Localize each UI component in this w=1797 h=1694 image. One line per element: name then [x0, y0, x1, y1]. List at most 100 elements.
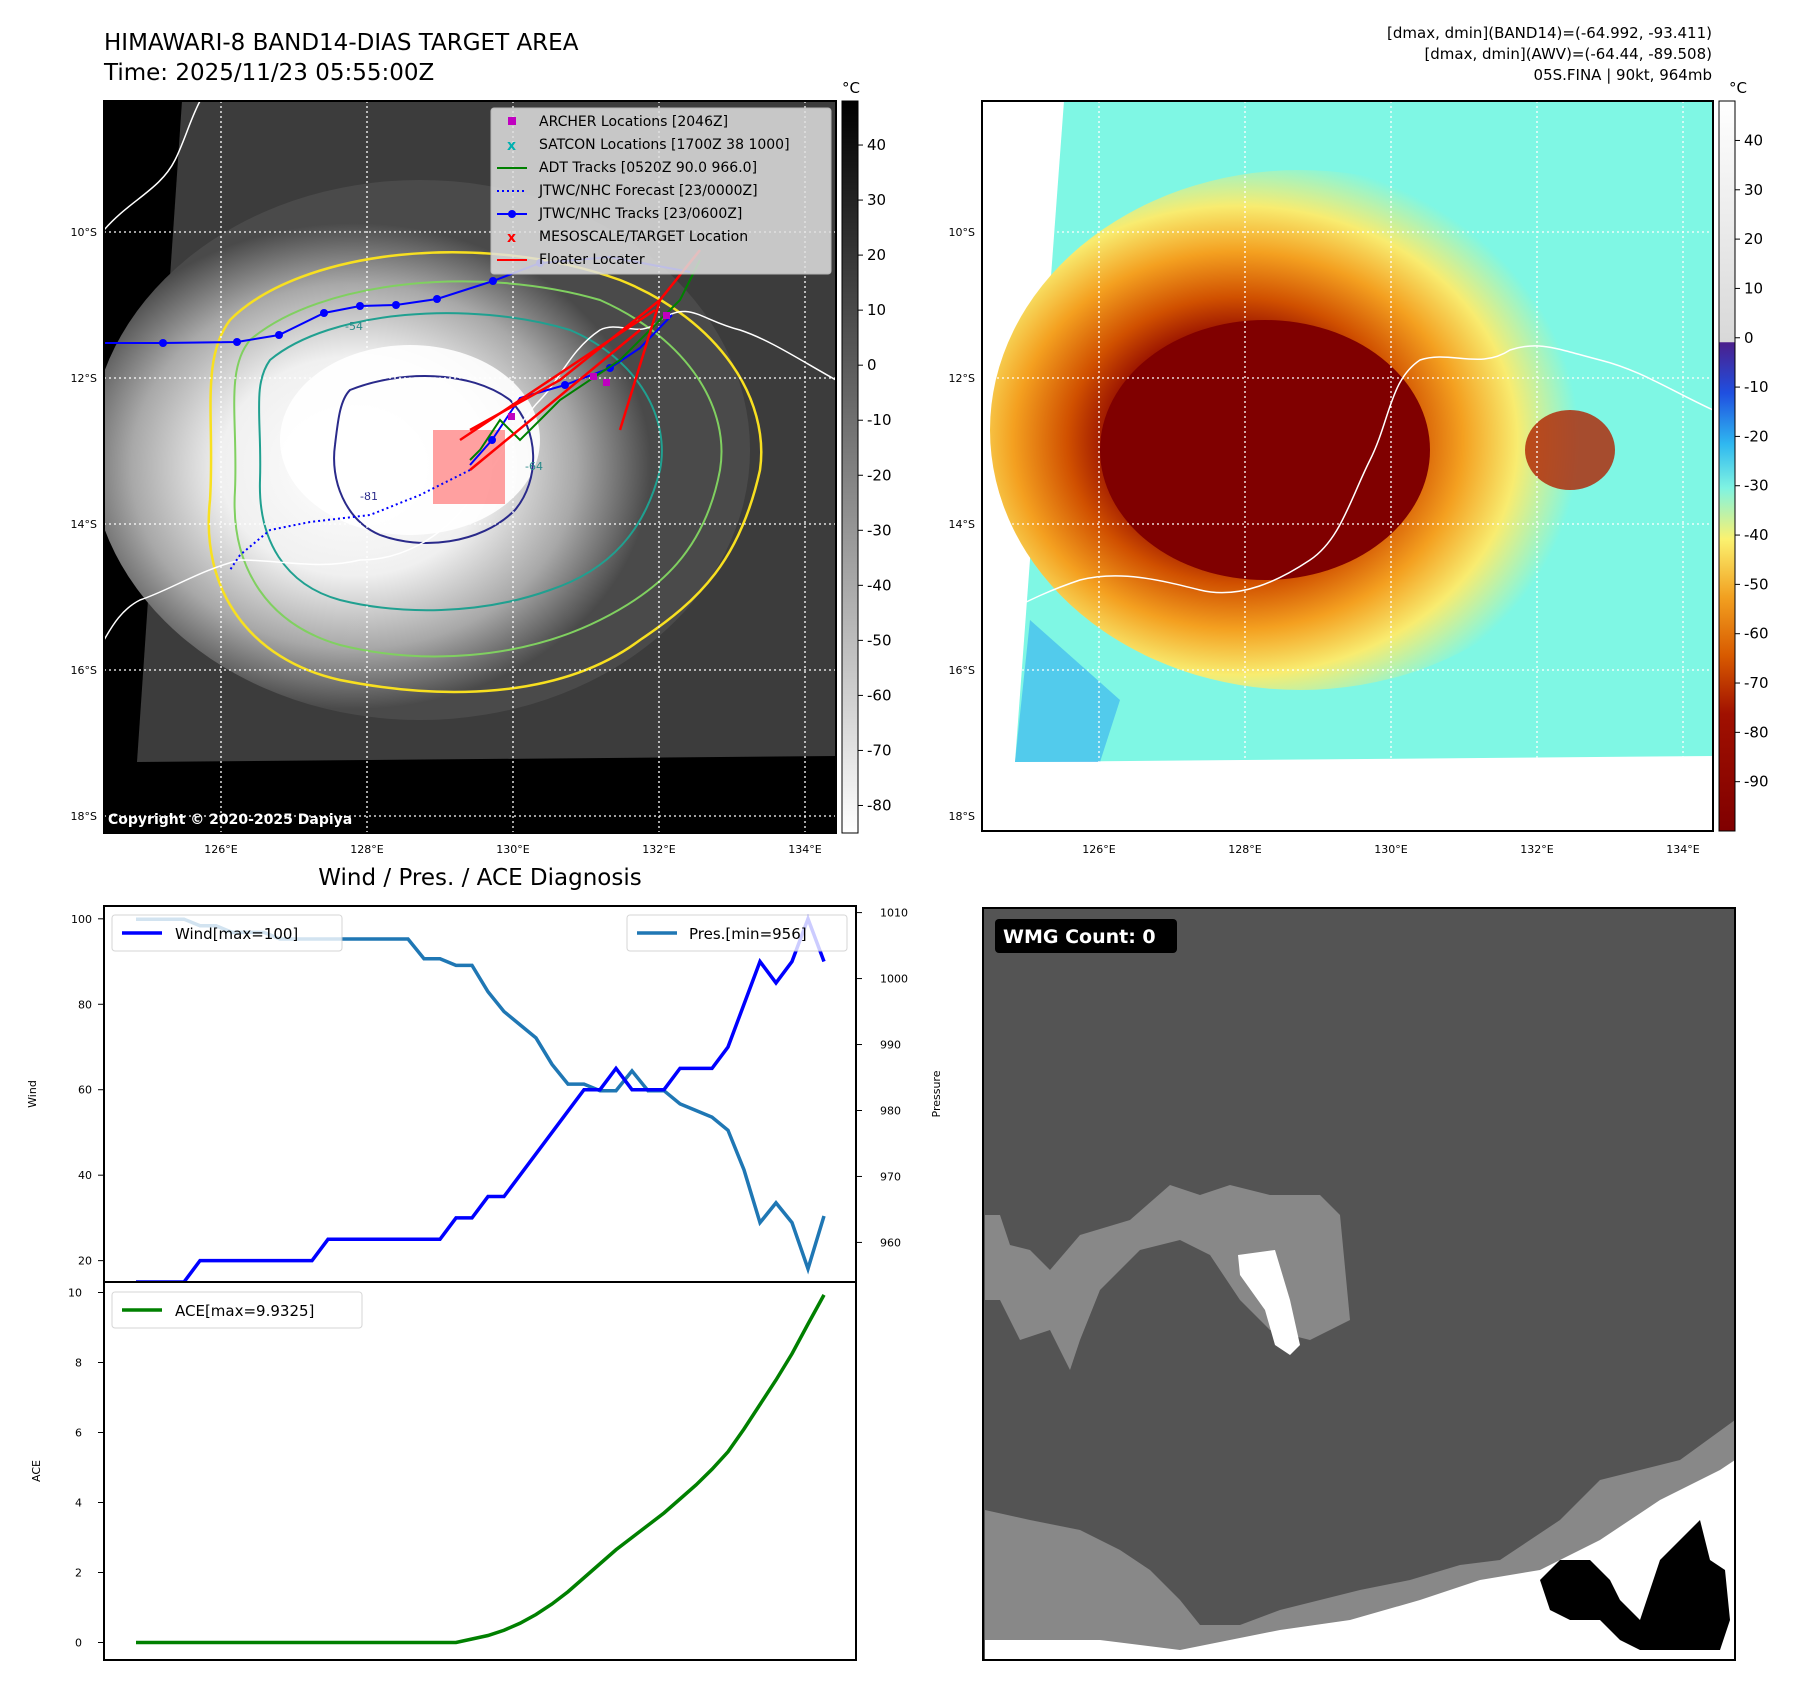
map1-lon-132e: 132°E: [642, 843, 675, 856]
map2-lon-130e: 130°E: [1374, 843, 1407, 856]
awv-rainband-east: [1525, 410, 1615, 490]
wind-pressure-chart: 20 40 60 80 100 960 970 980 990 1000 1010 Wind Pr…: [26, 905, 943, 1284]
jtwc-point: [320, 309, 328, 317]
jtwc-point: [275, 331, 283, 339]
ir-contours: -54 -81 -64: [207, 250, 763, 694]
legend-item-archer: ARCHER Locations [2046Z]: [508, 114, 728, 130]
map2-gridlines: [982, 101, 1713, 831]
map2-lon-128e: 128°E: [1228, 843, 1261, 856]
jtwc-point: [356, 302, 364, 310]
ace-tick-label: 8: [75, 1357, 82, 1370]
colorbar-tick-label: 30: [1744, 181, 1763, 199]
archer-point: [590, 373, 597, 380]
awv-southwest-dry: [1015, 620, 1120, 762]
wmg-count-badge: WMG Count: 0: [995, 919, 1177, 953]
map1-lon-130e: 130°E: [496, 843, 529, 856]
ace-yaxis-ticks: 0 2 4 6 8 10: [68, 1287, 104, 1650]
coastline-northwest: [104, 101, 201, 231]
legend-label-satcon: SATCON Locations [1700Z 38 1000]: [539, 137, 790, 153]
info-storm: 05S.FINA | 90kt, 964mb: [1534, 66, 1712, 84]
color-colorbar: °C 40 30 20 10 0 -10 -20 -30 -40 -50 -60 -70 -80 -90: [1718, 79, 1769, 832]
colorbar-tick-label: -30: [867, 521, 892, 539]
pressure-tick-label: 990: [880, 1039, 901, 1052]
contour-lightgreen: [233, 280, 723, 658]
wmg-count-label: WMG Count: 0: [1003, 926, 1156, 948]
map2-lon-134e: 134°E: [1666, 843, 1699, 856]
wmg-light-region-north: [985, 1185, 1350, 1370]
wind-axis-label: Wind: [26, 1080, 39, 1108]
ace-chart: 0 2 4 6 8 10 ACE ACE[max=9.9325]: [30, 1281, 857, 1661]
legend-label-archer: ARCHER Locations [2046Z]: [539, 114, 728, 130]
wind-legend-label: Wind[max=100]: [175, 925, 298, 943]
wind-legend: Wind[max=100]: [111, 914, 343, 952]
colorbar-tick-label: 20: [867, 246, 886, 264]
colorbar-tick-label: 40: [1744, 131, 1763, 149]
legend-item-floater: Floater Locater: [497, 252, 645, 268]
map2-lon-126e: 126°E: [1082, 843, 1115, 856]
wind-chart-frame: [103, 905, 857, 1283]
legend-item-adt: ADT Tracks [0520Z 90.0 966.0]: [497, 160, 757, 176]
contour-teal: [258, 312, 663, 612]
pressure-legend: Pres.[min=956]: [626, 914, 848, 952]
ace-axis-label: ACE: [30, 1460, 43, 1482]
legend-marker-archer: [508, 117, 516, 125]
map2-lat-18s: 18°S: [949, 810, 975, 823]
colorbar-tick-label: -50: [1744, 575, 1769, 593]
map1-lat-12s: 12°S: [71, 372, 97, 385]
map2-lon-132e: 132°E: [1520, 843, 1553, 856]
jtwc-point: [233, 338, 241, 346]
contour-darkblue: [333, 375, 535, 544]
colorbar-tick-label: -50: [867, 631, 892, 649]
colorbar-tick-label: 30: [867, 191, 886, 209]
map-legend: ARCHER Locations [2046Z] x SATCON Locati…: [490, 107, 832, 275]
figure-title-line2: Time: 2025/11/23 05:55:00Z: [103, 60, 434, 86]
ace-legend-box: [111, 1291, 363, 1329]
legend-marker-tracks-dot: [508, 210, 516, 218]
gray-colorbar: °C 40 30 20 10 0 -10 -20 -30 -40 -50 -60 -70 -80: [841, 79, 892, 834]
contour-label-81: -81: [360, 490, 378, 503]
colorbar-tick-label: -20: [867, 466, 892, 484]
pressure-tick-label: 1010: [880, 907, 908, 920]
colorbar-tick-label: 0: [867, 356, 877, 374]
ace-series-line: [136, 1294, 826, 1645]
wmg-white-region-south: [985, 1460, 1735, 1660]
floater-line: [618, 299, 662, 431]
colorbar-tick-label: 0: [1744, 329, 1754, 347]
legend-marker-satcon: x: [507, 138, 516, 154]
archer-locations: [508, 312, 670, 420]
colorbar-tick-label: -10: [867, 411, 892, 429]
pressure-legend-box: [626, 914, 848, 952]
pressure-axis-label: Pressure: [930, 1070, 943, 1117]
color-colorbar-fill: [1718, 100, 1736, 832]
wind-tick-label: 100: [71, 913, 92, 926]
colorbar-tick-label: 10: [1744, 279, 1763, 297]
map1-lon-134e: 134°E: [788, 843, 821, 856]
legend-item-tracks: JTWC/NHC Tracks [23/0600Z]: [497, 206, 742, 222]
map2-lat-14s: 14°S: [949, 518, 975, 531]
awv-map-panel: [982, 101, 1713, 831]
wmg-black-region: [1540, 1520, 1730, 1650]
pressure-legend-label: Pres.[min=956]: [689, 925, 807, 943]
gray-colorbar-fill: [841, 100, 859, 834]
ace-legend-label: ACE[max=9.9325]: [175, 1302, 314, 1320]
legend-item-target: x MESOSCALE/TARGET Location: [507, 229, 748, 246]
adt-track-line: [469, 259, 701, 461]
map2-lat-16s: 16°S: [949, 664, 975, 677]
map2-lon-labels: 126°E 128°E 130°E 132°E 134°E: [1082, 843, 1699, 856]
map1-lat-18s: 18°S: [71, 810, 97, 823]
awv-storm-core: [1100, 320, 1430, 580]
map1-lon-labels: 126°E 128°E 130°E 132°E 134°E: [204, 843, 821, 856]
pressure-tick-label: 960: [880, 1236, 901, 1249]
colorbar-tick-label: 20: [1744, 230, 1763, 248]
wind-tick-label: 60: [78, 1084, 92, 1097]
figure-title-line1: HIMAWARI-8 BAND14-DIAS TARGET AREA: [104, 30, 579, 56]
ace-tick-label: 10: [68, 1287, 82, 1300]
legend-label-adt: ADT Tracks [0520Z 90.0 966.0]: [539, 160, 757, 176]
wmg-count-box: [995, 919, 1177, 953]
diagnosis-title: Wind / Pres. / ACE Diagnosis: [318, 865, 641, 891]
colorbar-tick-label: -40: [1744, 526, 1769, 544]
colorbar-tick-label: 40: [867, 136, 886, 154]
legend-label-target: MESOSCALE/TARGET Location: [539, 229, 748, 245]
ace-tick-label: 6: [75, 1427, 82, 1440]
